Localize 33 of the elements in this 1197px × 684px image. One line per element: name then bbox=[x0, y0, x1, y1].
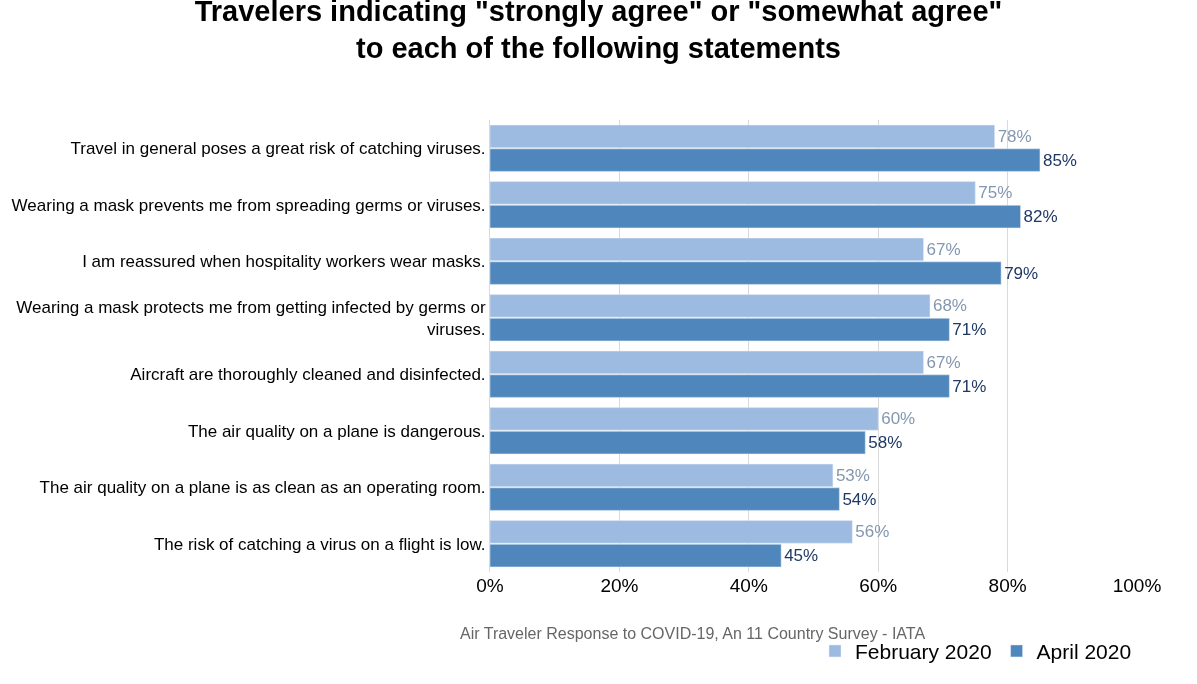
legend-label: April 2020 bbox=[1036, 640, 1132, 664]
data-label: 60% bbox=[881, 409, 916, 429]
x-tick-label: 40% bbox=[729, 575, 768, 596]
data-label: 68% bbox=[932, 296, 967, 316]
y-tick-label: The air quality on a plane is dangerous. bbox=[187, 421, 486, 441]
x-tick-label: 80% bbox=[988, 575, 1027, 596]
data-label: 67% bbox=[926, 352, 961, 372]
x-tick-label: 0% bbox=[476, 575, 504, 596]
data-label: 79% bbox=[1004, 263, 1039, 283]
y-tick-label: Aircraft are thoroughly cleaned and disinfected. bbox=[130, 365, 486, 385]
x-tick-label: 60% bbox=[859, 575, 898, 596]
data-label: 85% bbox=[1042, 150, 1077, 170]
data-label: 53% bbox=[835, 465, 870, 485]
x-tick-label: 20% bbox=[600, 575, 639, 596]
y-tick-label: Wearing a mask protects me from getting infected by germs or viruses. bbox=[16, 297, 486, 339]
chart-title: Travelers indicating "strongly agree" or "somewhat agree" to each of the following statements bbox=[194, 0, 1003, 65]
y-tick-label: I am reassured when hospitality workers wear masks. bbox=[82, 252, 486, 272]
data-label: 67% bbox=[926, 239, 961, 259]
data-label: 71% bbox=[952, 376, 987, 396]
data-label: 56% bbox=[855, 522, 890, 542]
data-label: 78% bbox=[997, 126, 1032, 146]
data-label: 45% bbox=[784, 546, 819, 566]
x-tick-label: 100% bbox=[1112, 575, 1162, 596]
y-tick-label: The risk of catching a virus on a flight is low. bbox=[153, 534, 486, 554]
data-label: 58% bbox=[868, 433, 903, 453]
text: Air Traveler Response to COVID-19, An 11 Country Survey - IATA bbox=[460, 625, 926, 642]
data-label: 54% bbox=[842, 489, 877, 509]
y-tick-label: Wearing a mask prevents me from spreading germs or viruses. bbox=[11, 195, 486, 215]
y-tick-label: Travel in general poses a great risk of catching viruses. bbox=[70, 139, 486, 159]
data-label: 82% bbox=[1023, 207, 1058, 227]
data-label: 75% bbox=[978, 183, 1013, 203]
y-tick-label: The air quality on a plane is as clean as an operating room. bbox=[39, 478, 486, 498]
data-label: 71% bbox=[952, 320, 987, 340]
